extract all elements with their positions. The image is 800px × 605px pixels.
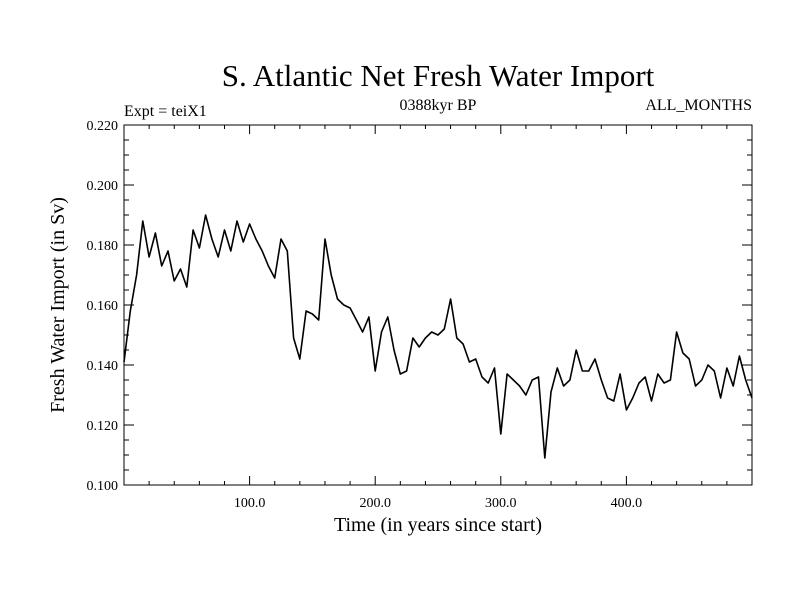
y-tick-label: 0.120 [87,419,119,434]
months-label: ALL_MONTHS [645,97,752,114]
x-axis-label: Time (in years since start) [334,514,542,536]
y-tick-label: 0.180 [87,239,119,254]
axes: 100.0 200.0 300.0 400.0 0.100 0.120 0.140 0.160… [87,119,752,511]
experiment-label: Expt = teiX1 [124,103,207,120]
plot-area [123,214,753,459]
period-label: 0388kyr BP [400,97,477,114]
plot-frame [123,124,753,486]
y-tick-label: 0.160 [87,299,119,314]
x-tick-label: 300.0 [485,496,517,511]
x-tick-label: 200.0 [359,496,391,511]
y-tick-label: 0.100 [87,479,119,494]
y-tick-label: 0.140 [87,359,119,374]
chart-title: S. Atlantic Net Fresh Water Import [222,58,655,93]
x-tick-label: 400.0 [611,496,643,511]
y-tick-label: 0.220 [87,119,119,134]
x-tick-label: 100.0 [234,496,266,511]
y-tick-label: 0.200 [87,179,119,194]
y-axis-label: Fresh Water Import (in Sv) [47,197,69,413]
series-line [123,214,753,459]
